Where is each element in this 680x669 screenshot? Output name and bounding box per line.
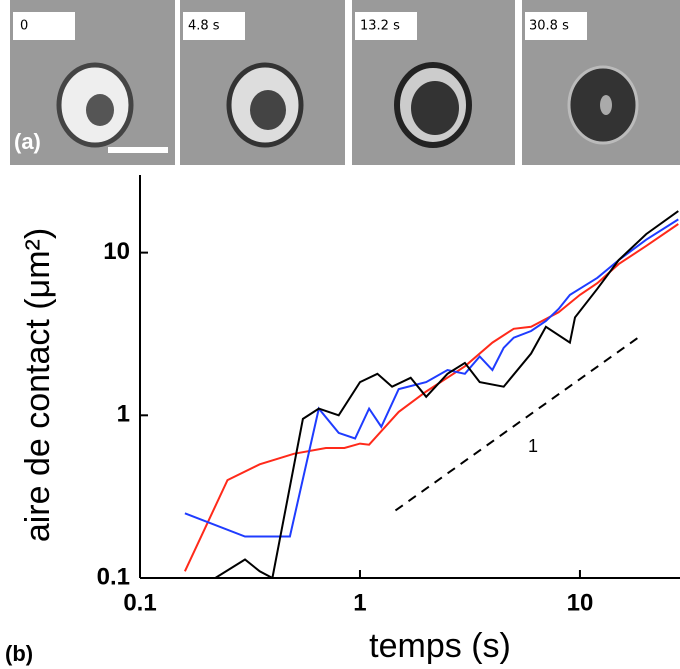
slope-guide bbox=[394, 334, 642, 512]
frame-label: 30.8 s bbox=[529, 19, 569, 34]
y-axis-label: aire de contact (μm²) bbox=[19, 228, 57, 542]
data-line bbox=[183, 223, 679, 572]
x-tick-label: 1 bbox=[353, 589, 366, 616]
y-tick-label: 1 bbox=[117, 401, 130, 428]
plot-area bbox=[183, 210, 679, 578]
data-line bbox=[184, 218, 679, 538]
y-tick-label: 0.1 bbox=[97, 563, 130, 590]
slope-annotation: 1 bbox=[528, 436, 538, 456]
x-tick-label: 0.1 bbox=[123, 589, 156, 616]
data-line bbox=[214, 210, 679, 578]
x-axis-label: temps (s) bbox=[369, 627, 511, 665]
frame bbox=[180, 0, 345, 165]
x-tick-label: 10 bbox=[567, 589, 594, 616]
frame-label: 4.8 s bbox=[188, 19, 220, 34]
frame-label: 13.2 s bbox=[360, 19, 400, 34]
frame-label: 0 bbox=[20, 19, 28, 34]
micrograph-strip: 0 4.8 s 13.2 s 30.8 s (a) bbox=[10, 0, 680, 165]
frame bbox=[522, 0, 680, 165]
frame bbox=[10, 0, 175, 165]
frame bbox=[352, 0, 515, 165]
panel-label: (a) bbox=[14, 129, 41, 154]
panel-label: (b) bbox=[5, 641, 33, 666]
y-tick-label: 10 bbox=[103, 238, 130, 265]
